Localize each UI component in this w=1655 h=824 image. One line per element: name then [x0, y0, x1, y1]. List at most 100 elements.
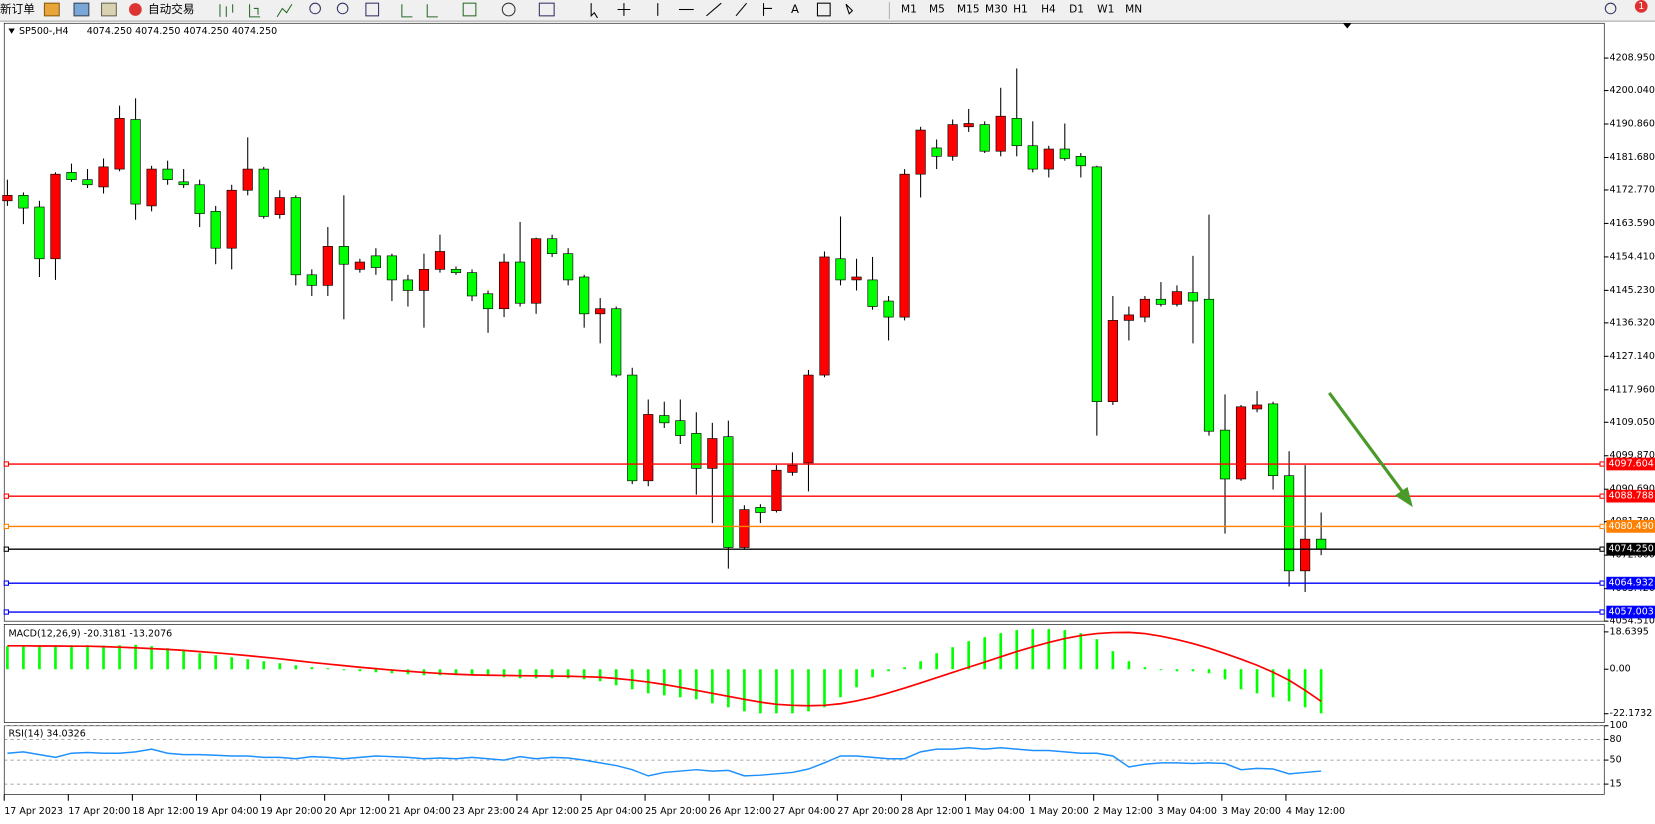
- level-handle: [1599, 609, 1605, 615]
- candle-body: [2, 195, 13, 202]
- candle-body: [915, 129, 926, 175]
- candle-body: [963, 123, 974, 128]
- icon[interactable]: [276, 3, 293, 18]
- icon[interactable]: [365, 2, 380, 17]
- channel[interactable]: [735, 2, 748, 17]
- zoom-in[interactable]: [309, 2, 321, 15]
- shapes[interactable]: [845, 3, 854, 15]
- candle-body: [322, 246, 333, 286]
- trendline[interactable]: [706, 2, 722, 17]
- candle-body: [434, 251, 446, 270]
- candle-body: [643, 414, 654, 482]
- candle-body: [979, 124, 990, 152]
- templates[interactable]: [538, 2, 555, 17]
- y-tick-label: 4154.410: [1610, 251, 1655, 262]
- candle-body: [386, 255, 397, 281]
- x-tick-label: 25 Apr 20:00: [645, 806, 707, 817]
- x-tick-label: 19 Apr 04:00: [196, 806, 258, 817]
- text-tool[interactable]: A: [791, 2, 799, 16]
- level-handle: [1599, 523, 1605, 530]
- timeframe-buttons: M1 M5 M15 M30 H1 H4 D1 W1 MN: [901, 4, 1142, 16]
- icon[interactable]: [401, 4, 413, 18]
- indicators[interactable]: [462, 2, 477, 17]
- label-tool[interactable]: [816, 2, 831, 17]
- candle-body: [563, 253, 574, 281]
- periods[interactable]: [501, 2, 516, 17]
- timeframe-button[interactable]: H1: [1013, 4, 1028, 16]
- candle-body: [595, 308, 606, 315]
- candle-body: [835, 258, 846, 281]
- timeframe-button[interactable]: M30: [985, 4, 1008, 16]
- x-tick-label: 24 Apr 12:00: [517, 806, 579, 817]
- icon[interactable]: [249, 4, 261, 18]
- candle-body: [66, 172, 77, 180]
- fibo[interactable]: [762, 3, 772, 16]
- candle-body: [1171, 291, 1183, 305]
- auto-trading-button[interactable]: 自动交易: [148, 2, 194, 16]
- candle-body: [819, 256, 830, 376]
- candle-body: [466, 272, 478, 297]
- auto-trading-icon[interactable]: [129, 3, 142, 16]
- y-tick-label: 4163.590: [1610, 218, 1655, 229]
- icon[interactable]: [43, 2, 60, 17]
- timeframe-button[interactable]: H4: [1041, 4, 1056, 16]
- level-handle: [3, 546, 9, 552]
- x-tick-label: 27 Apr 04:00: [773, 806, 835, 817]
- x-tick-label: 2 May 12:00: [1094, 806, 1153, 817]
- candle-body: [1075, 155, 1086, 167]
- candle-body: [1235, 406, 1247, 480]
- x-tick-label: 27 Apr 20:00: [837, 806, 899, 817]
- toolbar-icons: [219, 2, 854, 19]
- candle-body: [1300, 538, 1311, 572]
- candle-body: [1059, 148, 1070, 159]
- timeframe-button[interactable]: MN: [1125, 4, 1142, 16]
- new-order-button[interactable]: 新订单: [0, 2, 35, 16]
- timeframe-button[interactable]: M1: [901, 4, 917, 16]
- x-tick-label: 21 Apr 04:00: [389, 806, 451, 817]
- toolbar-bg: [0, 0, 1655, 22]
- notification-count: 1: [1638, 1, 1644, 12]
- indicator-title: RSI(14) 34.0326: [8, 729, 85, 740]
- candle-body: [242, 168, 253, 191]
- candle-body: [1139, 298, 1150, 318]
- candle-body: [1251, 404, 1263, 410]
- notification-badge[interactable]: [1634, 0, 1648, 13]
- level-label-bg: [1606, 457, 1655, 471]
- level-label: 4097.604: [1608, 459, 1653, 470]
- candle-body: [1203, 298, 1215, 432]
- x-tick-label: 20 Apr 12:00: [325, 806, 387, 817]
- crosshair[interactable]: [617, 3, 631, 16]
- candle-body: [1316, 538, 1327, 550]
- icon[interactable]: [100, 2, 117, 17]
- level-label: 4074.250: [1608, 544, 1653, 555]
- candle-body: [274, 197, 285, 215]
- candle-body: [883, 300, 894, 318]
- timeframe-button[interactable]: M15: [957, 4, 980, 16]
- x-tick-label: 26 Apr 12:00: [709, 806, 771, 817]
- candle-body: [1284, 475, 1295, 572]
- search[interactable]: [1604, 2, 1617, 15]
- level-label: 4080.490: [1608, 521, 1653, 532]
- candle-body: [402, 279, 414, 291]
- timeframe-button[interactable]: M5: [929, 4, 945, 16]
- candle-body: [1268, 403, 1279, 477]
- icon[interactable]: [426, 4, 438, 18]
- arrow-head: [1394, 487, 1413, 508]
- candle-body: [947, 124, 958, 157]
- candle-body: [450, 269, 462, 273]
- candle-body: [803, 374, 814, 464]
- y-tick-label: 4172.770: [1610, 184, 1655, 195]
- signal-line: [7, 631, 1322, 707]
- icon[interactable]: [73, 2, 90, 17]
- arrow-line: [1328, 392, 1406, 496]
- y-tick-label: 15: [1610, 779, 1622, 790]
- timeframe-button[interactable]: D1: [1069, 4, 1084, 16]
- timeframe-button[interactable]: W1: [1097, 4, 1114, 16]
- candle-body: [130, 119, 141, 205]
- rsi-line: [7, 746, 1322, 777]
- cursor[interactable]: [590, 3, 598, 19]
- y-tick-label: 4109.050: [1610, 417, 1655, 428]
- zoom-out[interactable]: [336, 2, 349, 15]
- candle-body: [482, 293, 494, 310]
- icon[interactable]: [219, 4, 234, 17]
